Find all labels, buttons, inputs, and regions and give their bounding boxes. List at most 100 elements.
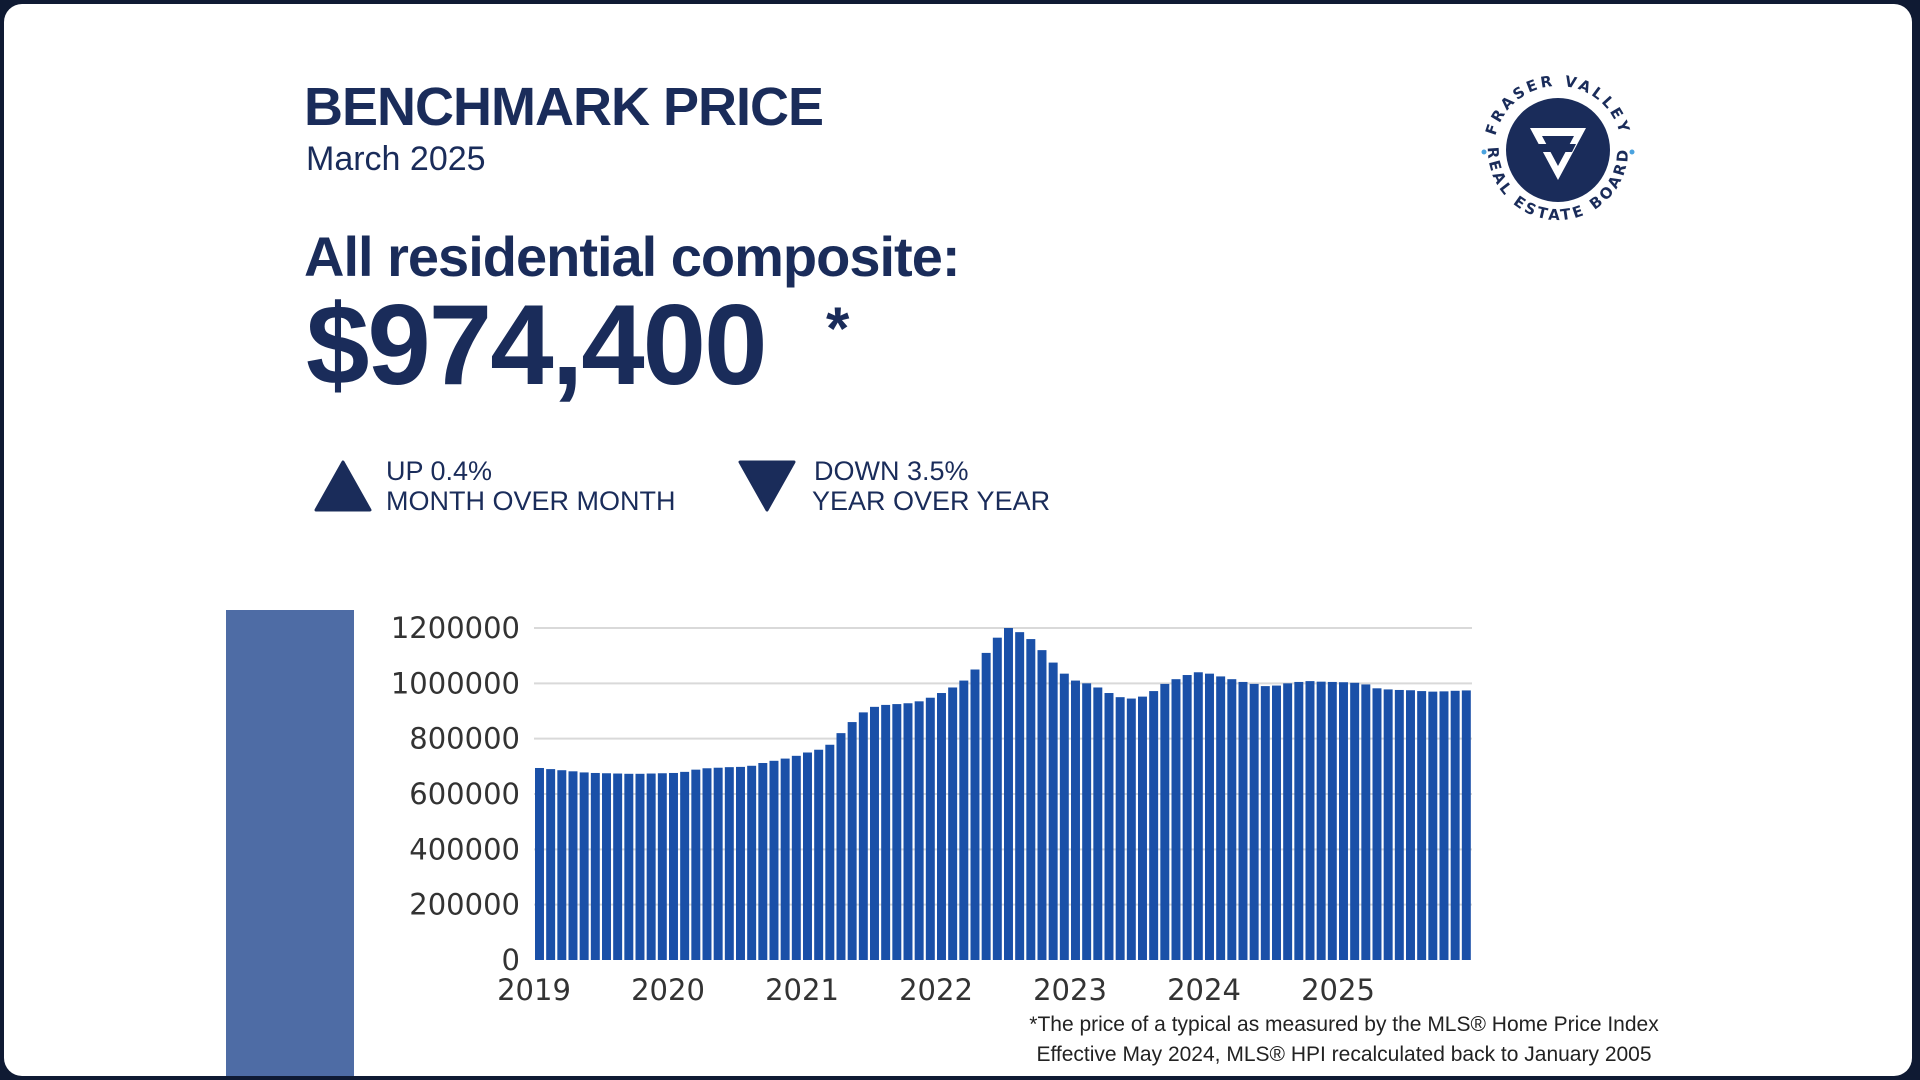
bar (1138, 696, 1147, 960)
bar (892, 704, 902, 960)
bar (1305, 681, 1315, 960)
bar (1115, 697, 1125, 960)
y-tick-label: 1000000 (391, 666, 520, 700)
bar (1149, 691, 1159, 960)
y-tick-label: 200000 (409, 888, 520, 922)
composite-label: All residential composite: (304, 225, 960, 288)
footnote: *The price of a typical as measured by t… (964, 1010, 1724, 1070)
bar (803, 752, 812, 960)
bar (1417, 691, 1427, 960)
bar (858, 712, 868, 960)
bar (758, 763, 768, 960)
y-tick-label: 400000 (409, 832, 520, 866)
triangle-up-icon (314, 460, 372, 512)
y-tick-label: 0 (502, 943, 520, 977)
bar (713, 767, 723, 960)
mom-change-label: MONTH OVER MONTH (386, 486, 676, 516)
bar (948, 687, 958, 960)
mom-change-value: UP 0.4% (386, 456, 493, 486)
bar (825, 744, 835, 960)
benchmark-price: $974,400 (306, 282, 767, 409)
yoy-change-label: YEAR OVER YEAR (812, 486, 1051, 516)
bar (1260, 686, 1270, 960)
chart-x-ticks: 2019 2020 2021 2022 2023 2024 2025 (497, 973, 1375, 1007)
bar (925, 697, 935, 960)
bar (680, 771, 690, 960)
bar (836, 733, 846, 960)
bar (1249, 683, 1259, 960)
bar (780, 758, 790, 960)
benchmark-price-chart: 020000040000060000080000010000001200000 … (391, 611, 1472, 1007)
infographic-card: BENCHMARK PRICE March 2025 All residenti… (4, 4, 1912, 1076)
y-tick-label: 800000 (409, 722, 520, 756)
bar (959, 680, 969, 960)
bar (657, 773, 667, 960)
y-tick-label: 600000 (409, 777, 520, 811)
chart-bars (535, 628, 1471, 960)
bar (1193, 672, 1203, 960)
x-tick-label: 2025 (1301, 973, 1375, 1007)
chart-y-ticks: 0 200000 400000 600000 800000 1000000 1200000 (391, 611, 520, 977)
x-tick-label: 2021 (765, 973, 839, 1007)
bar (702, 768, 712, 960)
bar (724, 767, 734, 960)
bar (1037, 650, 1047, 960)
bar (1450, 690, 1460, 960)
bar (814, 749, 824, 960)
bar (557, 770, 567, 960)
y-tick-label: 1200000 (391, 611, 520, 645)
bar (1126, 698, 1136, 960)
bar (624, 773, 634, 960)
bar (870, 706, 879, 960)
fv-monogram-icon (1530, 128, 1586, 180)
x-tick-label: 2022 (899, 973, 973, 1007)
bar (1093, 687, 1103, 960)
month-over-month-change: UP 0.4% MONTH OVER MONTH (314, 456, 714, 522)
x-tick-label: 2020 (631, 973, 705, 1007)
fraser-valley-logo: FRASER VALLEY REAL ESTATE BOARD (1481, 72, 1635, 224)
bar (747, 765, 757, 960)
yoy-change-value: DOWN 3.5% (814, 456, 969, 486)
chart-gridlines (534, 627, 1472, 906)
price-footnote-marker: * (826, 295, 850, 362)
bar (602, 773, 611, 960)
bar (1015, 632, 1025, 960)
bar (590, 772, 600, 960)
bar (903, 703, 913, 960)
bar (579, 772, 589, 960)
bar (1339, 682, 1348, 960)
bar (970, 669, 980, 960)
bar (1361, 684, 1371, 960)
x-tick-label: 2024 (1167, 973, 1241, 1007)
bar (691, 769, 701, 960)
decorative-side-bar (226, 610, 354, 1076)
bar (1171, 679, 1181, 960)
bar (1439, 691, 1449, 960)
bar (1327, 681, 1337, 960)
bar (546, 769, 556, 960)
page-title: BENCHMARK PRICE (304, 77, 824, 137)
bar (635, 773, 645, 960)
bar (1294, 681, 1304, 960)
bar (937, 693, 946, 960)
bar (1383, 689, 1393, 960)
bar (1350, 682, 1360, 960)
bar (669, 772, 678, 960)
bar (1406, 690, 1415, 960)
x-tick-label: 2023 (1033, 973, 1107, 1007)
bar (736, 766, 745, 960)
bar (1071, 680, 1080, 960)
bar (1283, 683, 1293, 960)
bar (613, 773, 623, 960)
bar (1238, 681, 1248, 960)
bar (914, 701, 924, 960)
bar (769, 760, 779, 960)
page-subtitle: March 2025 (306, 140, 486, 178)
bar (535, 767, 544, 960)
bar (1048, 662, 1058, 960)
year-over-year-change: DOWN 3.5% YEAR OVER YEAR (738, 456, 1138, 522)
bar (1316, 681, 1326, 960)
bar (1160, 683, 1170, 960)
bar (981, 652, 991, 960)
bar (1104, 693, 1114, 960)
